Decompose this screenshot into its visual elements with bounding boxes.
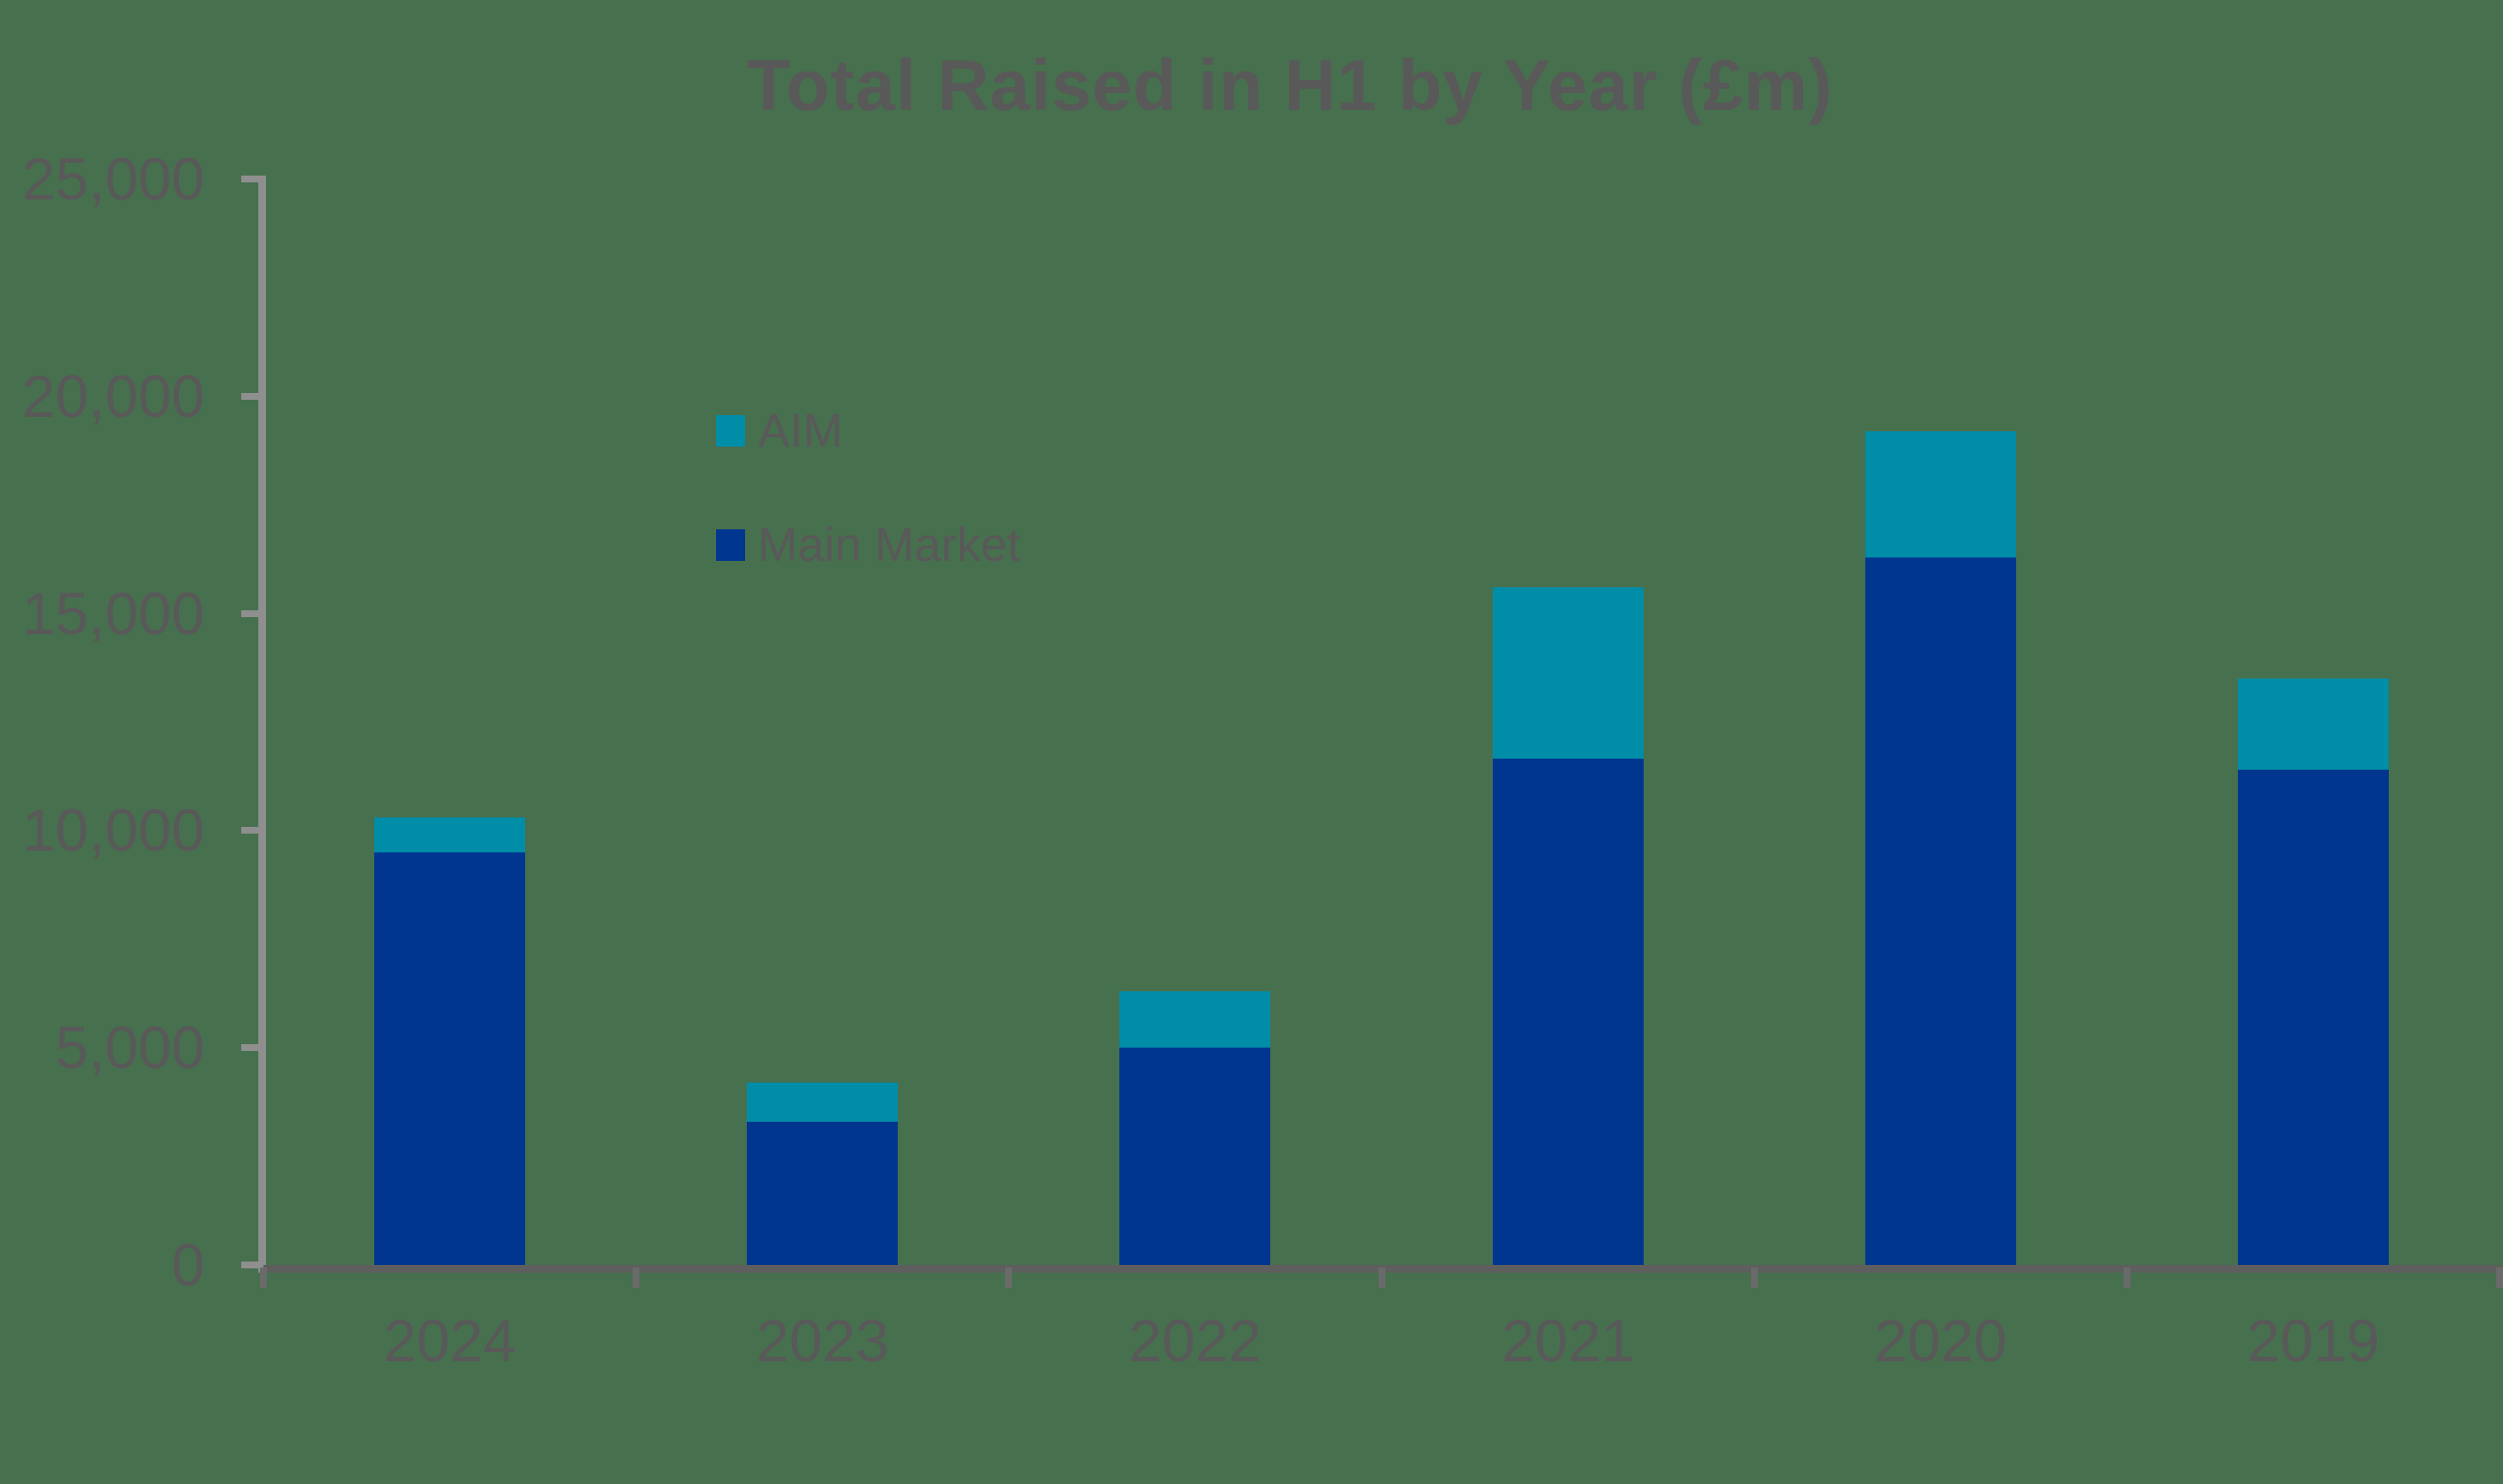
legend-item-main-market: Main Market — [716, 515, 1020, 575]
bar-segment-main-market-2024 — [374, 852, 525, 1265]
x-tick-mark — [1005, 1267, 1013, 1288]
bar-segment-main-market-2022 — [1119, 1048, 1270, 1265]
legend-item-aim: AIM — [716, 401, 1020, 460]
y-tick-label: 5,000 — [55, 1014, 205, 1082]
bar-segment-aim-2023 — [747, 1083, 898, 1122]
bar-segment-main-market-2019 — [2238, 770, 2389, 1265]
legend: AIM Main Market — [716, 401, 1020, 629]
y-tick-mark — [241, 176, 263, 182]
y-tick-label: 0 — [171, 1232, 205, 1298]
x-tick-mark — [1750, 1267, 1758, 1288]
main-market-swatch-icon — [716, 528, 745, 561]
y-tick-mark — [241, 827, 263, 834]
y-tick-label: 10,000 — [21, 797, 205, 864]
x-tick-mark — [633, 1267, 640, 1288]
aim-swatch-icon — [716, 414, 745, 447]
x-tick-mark — [2123, 1267, 2130, 1288]
x-tick-label-2024: 2024 — [383, 1308, 517, 1374]
y-tick-mark — [241, 609, 263, 617]
x-tick-label-2021: 2021 — [1501, 1308, 1634, 1374]
x-tick-mark — [260, 1267, 267, 1288]
y-tick-label: 20,000 — [21, 362, 205, 430]
x-tick-label-2019: 2019 — [2246, 1308, 2380, 1374]
legend-label-aim: AIM — [758, 403, 843, 457]
legend-label-main-market: Main Market — [758, 517, 1021, 571]
bar-segment-aim-2024 — [374, 817, 525, 852]
bar-segment-aim-2020 — [1865, 431, 2016, 557]
y-tick-mark — [241, 1262, 263, 1268]
x-tick-label-2023: 2023 — [755, 1308, 889, 1374]
x-tick-mark — [2496, 1267, 2503, 1288]
y-tick-mark — [241, 392, 263, 400]
bar-segment-aim-2019 — [2238, 678, 2389, 770]
y-tick-mark — [241, 1044, 263, 1052]
x-tick-label-2022: 2022 — [1129, 1308, 1262, 1374]
y-axis-line — [258, 176, 266, 1273]
y-tick-label: 15,000 — [21, 580, 205, 647]
bar-segment-main-market-2023 — [747, 1122, 898, 1265]
x-tick-mark — [1378, 1267, 1385, 1288]
bar-segment-main-market-2020 — [1865, 557, 2016, 1265]
x-tick-label-2020: 2020 — [1874, 1308, 2008, 1374]
chart-title: Total Raised in H1 by Year (£m) — [746, 45, 1834, 125]
bar-segment-main-market-2021 — [1493, 759, 1644, 1265]
bar-segment-aim-2021 — [1493, 587, 1644, 759]
y-tick-label: 25,000 — [21, 146, 205, 212]
bar-segment-aim-2022 — [1119, 991, 1270, 1048]
